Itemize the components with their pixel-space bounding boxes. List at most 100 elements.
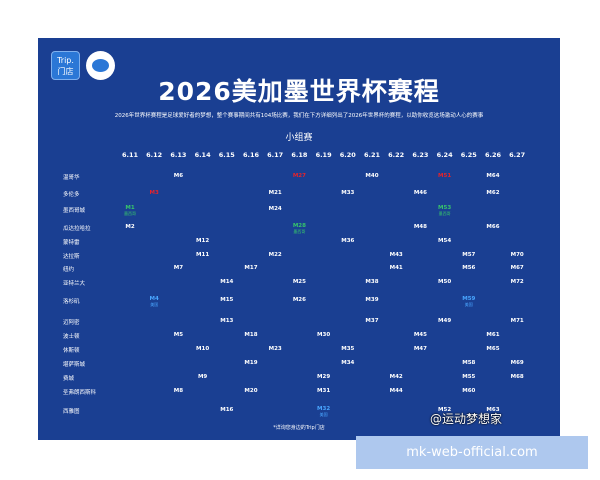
- match-label: M4: [149, 296, 159, 302]
- match-cell: M29: [311, 374, 337, 380]
- match-cell: M53 墨西哥: [432, 205, 458, 217]
- city-label: 温哥华: [63, 175, 80, 181]
- match-cell: M54: [432, 238, 458, 244]
- match-cell: M16: [214, 407, 240, 413]
- match-cell: M1 墨西哥: [117, 205, 143, 217]
- match-cell: M61: [480, 332, 506, 338]
- match-cell: M10: [190, 346, 216, 352]
- match-label: M61: [486, 332, 500, 338]
- match-cell: M33: [335, 190, 361, 196]
- match-cell: M47: [407, 346, 433, 352]
- match-label: M38: [365, 279, 379, 285]
- match-label: M63: [486, 407, 500, 413]
- date-header: 6.16: [242, 151, 260, 159]
- match-cell: M35: [335, 346, 361, 352]
- match-label: M45: [413, 332, 427, 338]
- stage-title: 小组赛: [285, 133, 313, 143]
- match-label: M28: [292, 223, 306, 229]
- match-cell: M21: [262, 190, 288, 196]
- match-host-label: 美国: [150, 302, 159, 307]
- poster-title: 2026美加墨世界杯赛程: [158, 77, 440, 106]
- match-cell: M15: [214, 297, 240, 303]
- city-label: 达拉斯: [63, 254, 80, 260]
- match-label: M9: [197, 374, 208, 380]
- match-label: M56: [462, 265, 476, 271]
- date-header: 6.27: [509, 151, 526, 159]
- match-cell: M70: [504, 252, 530, 258]
- match-label: M69: [510, 360, 524, 366]
- match-cell: M7: [165, 265, 191, 271]
- date-header: 6.23: [412, 151, 429, 159]
- match-label: M13: [220, 318, 234, 324]
- date-header: 6.14: [194, 151, 211, 159]
- match-label: M15: [220, 297, 234, 303]
- match-label: M53: [438, 205, 452, 211]
- match-cell: M4 美国: [141, 296, 167, 308]
- match-cell: M2: [117, 224, 143, 230]
- match-cell: M63: [480, 407, 506, 413]
- match-cell: M46: [407, 190, 433, 196]
- match-label: M21: [268, 190, 282, 196]
- match-label: M2: [125, 224, 135, 230]
- match-label: M57: [462, 252, 476, 258]
- match-cell: M14: [214, 279, 240, 285]
- match-label: M26: [292, 297, 306, 303]
- city-label: 费城: [63, 376, 75, 382]
- match-cell: M36: [335, 238, 361, 244]
- match-cell: M59 美国: [456, 296, 482, 308]
- date-header: 6.18: [291, 151, 308, 159]
- match-label: M41: [389, 265, 403, 271]
- match-cell: M22: [262, 252, 288, 258]
- match-cell: M45: [407, 332, 433, 338]
- schedule-poster: Trip. 门店 2026美加墨世界杯赛程 2026年世界杯赛程是足球爱好者的梦…: [38, 38, 560, 440]
- match-label: M60: [462, 388, 476, 394]
- city-label: 多伦多: [63, 192, 80, 198]
- date-header: 6.22: [388, 151, 405, 159]
- date-header: 6.25: [460, 151, 477, 159]
- match-cell: M68: [504, 374, 530, 380]
- match-label: M16: [220, 407, 234, 413]
- date-header: 6.20: [339, 151, 356, 159]
- match-label: M11: [196, 252, 210, 258]
- match-cell: M42: [383, 374, 409, 380]
- match-cell: M37: [359, 318, 385, 324]
- match-label: M3: [149, 190, 159, 196]
- match-cell: M64: [480, 173, 506, 179]
- match-cell: M34: [335, 360, 361, 366]
- match-label: M37: [365, 318, 379, 324]
- match-cell: M71: [504, 318, 530, 324]
- match-label: M32: [317, 406, 331, 412]
- match-label: M27: [292, 173, 306, 179]
- match-cell: M30: [311, 332, 337, 338]
- match-label: M17: [244, 265, 258, 271]
- match-label: M1: [125, 205, 135, 211]
- date-header: 6.12: [146, 151, 163, 159]
- match-label: M24: [268, 206, 282, 212]
- date-header: 6.26: [484, 151, 502, 159]
- match-label: M12: [196, 238, 210, 244]
- match-cell: M65: [480, 346, 506, 352]
- match-cell: M5: [165, 332, 191, 338]
- match-label: M43: [389, 252, 403, 258]
- city-label: 亚特兰大: [63, 281, 86, 287]
- city-label: 瓜达拉哈拉: [63, 226, 91, 232]
- match-label: M49: [438, 318, 452, 324]
- match-cell: M55: [456, 374, 482, 380]
- match-cell: M13: [214, 318, 240, 324]
- match-cell: M8: [165, 388, 191, 394]
- match-label: M10: [196, 346, 210, 352]
- city-label: 西雅图: [63, 409, 80, 415]
- match-cell: M31: [311, 388, 337, 394]
- match-label: M29: [317, 374, 331, 380]
- match-cell: M44: [383, 388, 409, 394]
- match-cell: M38: [359, 279, 385, 285]
- match-label: M6: [173, 173, 184, 179]
- match-label: M22: [268, 252, 282, 258]
- match-cell: M20: [238, 388, 264, 394]
- smile-logo-icon: [86, 51, 115, 80]
- match-label: M59: [462, 296, 476, 302]
- match-cell: M72: [504, 279, 530, 285]
- city-label: 墨西哥城: [63, 208, 86, 214]
- city-label: 洛杉矶: [63, 299, 80, 305]
- match-cell: M56: [456, 265, 482, 271]
